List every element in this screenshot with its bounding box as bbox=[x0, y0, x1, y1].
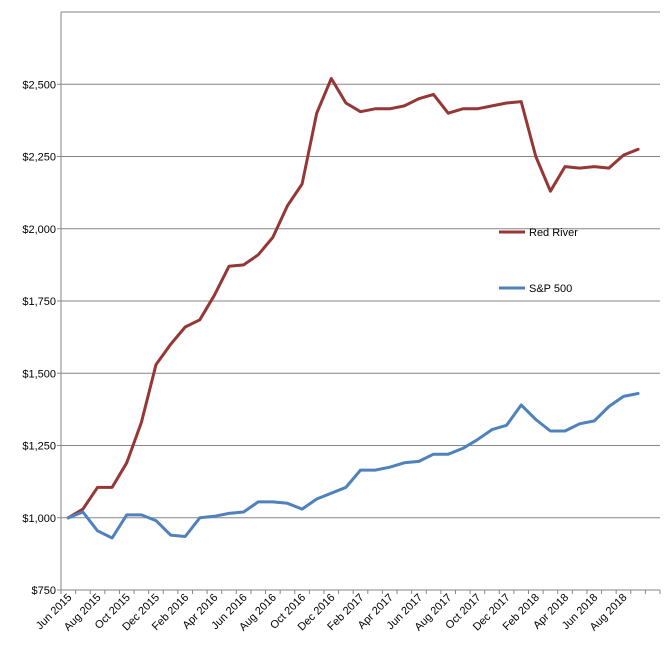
y-tick-label: $1,750 bbox=[22, 296, 56, 308]
series-line-red-river bbox=[66, 77, 640, 520]
y-tick-label: $1,000 bbox=[22, 513, 56, 525]
y-tick-label: $2,250 bbox=[22, 152, 56, 164]
y-tick-label: $1,250 bbox=[22, 441, 56, 453]
axes bbox=[57, 12, 661, 594]
gridlines bbox=[61, 11, 660, 519]
series-line-sp500 bbox=[66, 392, 640, 540]
y-tick-label: $750 bbox=[32, 585, 56, 597]
legend-label: S&P 500 bbox=[529, 283, 572, 295]
y-tick-label: $2,500 bbox=[22, 79, 56, 91]
legend-label: Red River bbox=[529, 227, 578, 239]
y-tick-labels: $750 $1,000 $1,250 $1,500 $1,750 $2,000 $2,250… bbox=[22, 79, 56, 597]
y-tick-label: $2,000 bbox=[22, 224, 56, 236]
y-tick-label: $1,500 bbox=[22, 368, 56, 380]
legend: Red River S&P 500 bbox=[499, 227, 578, 295]
series-lines bbox=[66, 77, 640, 540]
